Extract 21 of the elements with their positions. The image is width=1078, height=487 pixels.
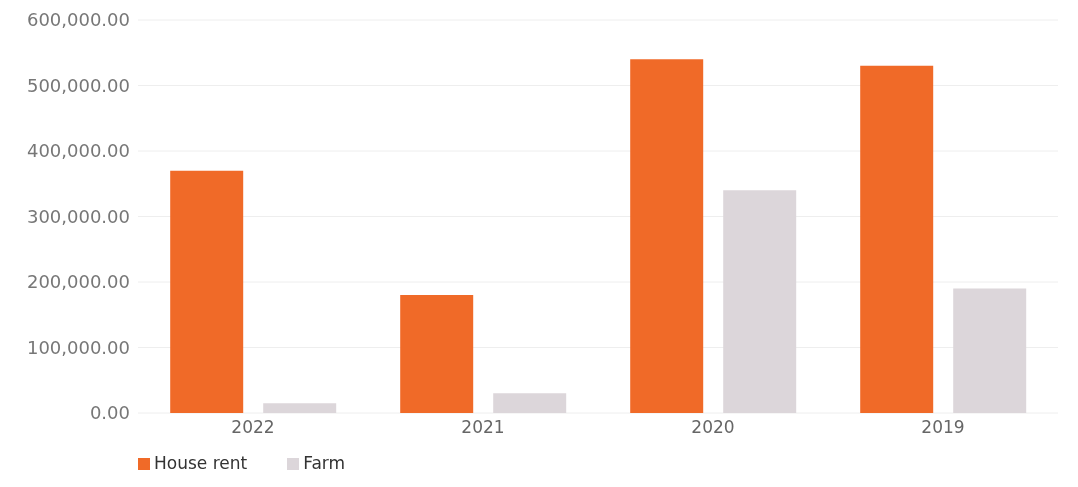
y-tick-label: 0.00 [89,402,130,424]
bar [263,403,337,413]
x-tick-label: 2020 [691,417,735,438]
x-tick-label: 2021 [461,417,505,438]
bar [953,288,1027,413]
bar [493,393,567,413]
bar [860,65,934,413]
y-tick-label: 500,000.00 [26,74,130,96]
y-tick-label: 600,000.00 [26,9,130,31]
y-tick-label: 200,000.00 [26,271,130,293]
legend-label: Farm [303,453,346,473]
y-tick-label: 100,000.00 [26,336,130,358]
bar [400,295,474,413]
bar [170,170,244,413]
bar [723,190,797,413]
legend-label: House rent [154,453,248,473]
y-tick-label: 300,000.00 [26,205,130,227]
y-tick-label: 400,000.00 [26,140,130,162]
x-tick-label: 2019 [921,417,965,438]
bar [630,59,704,413]
x-tick-label: 2022 [231,417,275,438]
